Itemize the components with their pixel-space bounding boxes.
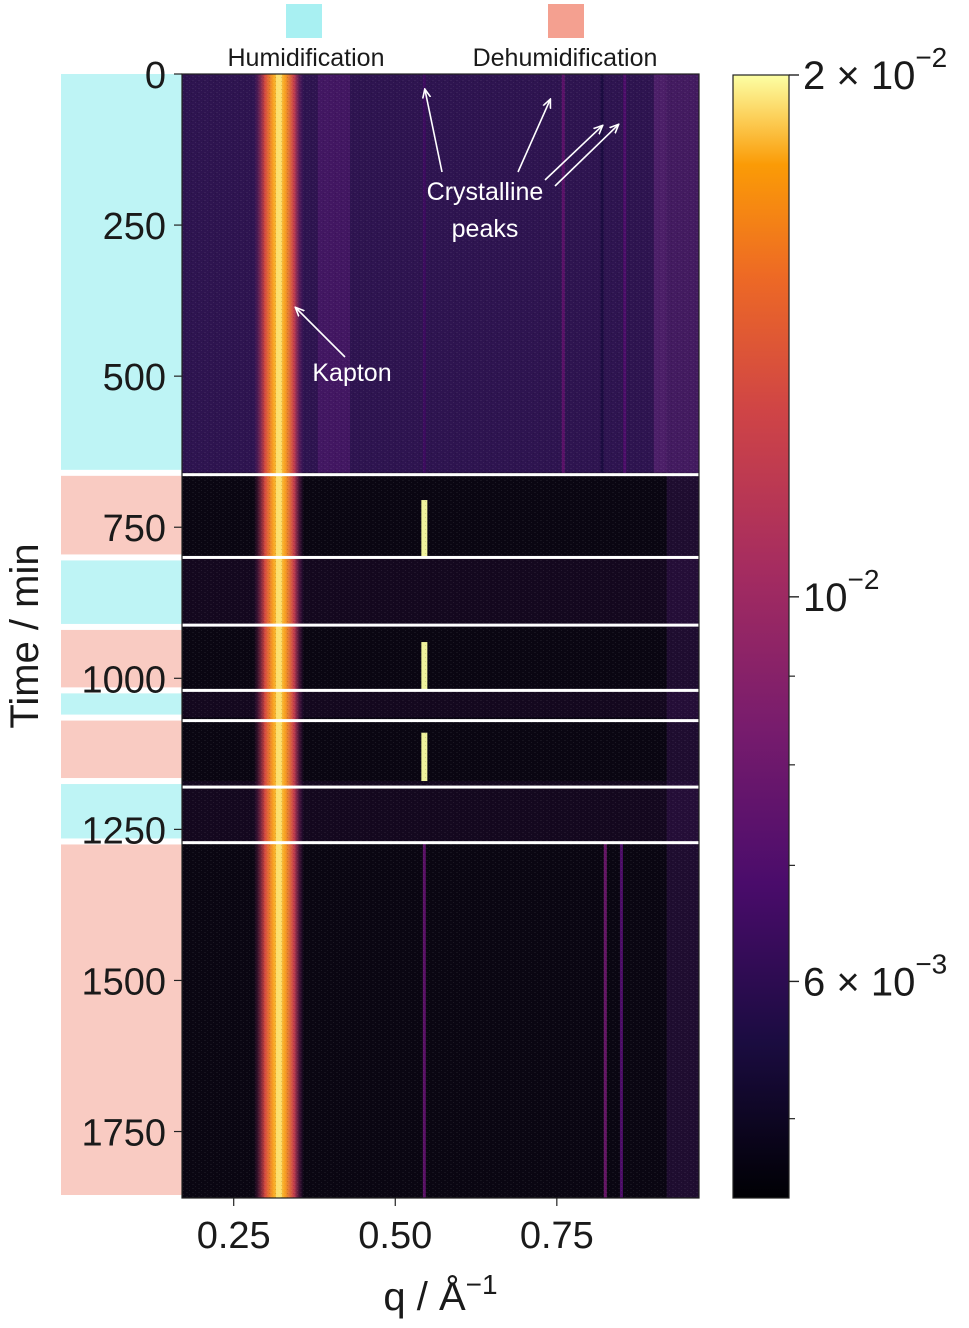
segment-boundary-line [182,841,699,845]
arrow-peak-2 [517,100,550,173]
legend-label-humidification: Humidification [227,44,384,72]
y-tick-label: 1750 [81,1113,166,1155]
y-tick-label: 750 [103,508,166,550]
legend-swatch-dehumidification [548,4,584,38]
colorbar-tick-label-base: 6 × 10 [803,960,915,1004]
y-tick-label: 250 [103,206,166,248]
axes: 0.25 0.50 0.75 0 250 500 750 1000 1250 1500 1750 q … [3,55,594,1319]
y-tick-label: 1500 [81,961,166,1003]
colorbar-tick-label-exponent: −3 [915,948,947,979]
y-tick-label: 500 [103,357,166,399]
x-axis-label-base: q / Å [383,1274,466,1319]
phase-band-humidification [61,693,182,715]
arrow-peak-4 [554,125,618,187]
colorbar-gradient [732,74,790,1199]
heatmap-plot [182,74,699,1198]
phase-band-humidification [61,74,182,470]
colorbar-tick-label: 2 × 10−2 [803,42,947,98]
segment-boundary-line [182,719,699,723]
y-tick-label: 1000 [81,659,166,701]
phase-band-humidification [61,784,182,839]
x-axis-label: q / Å−1 [383,1269,497,1319]
legend: Humidification Dehumidification [227,4,657,72]
arrow-kapton [296,308,346,358]
colorbar-tick-label-base: 2 × 10 [803,54,915,98]
x-tick-label: 0.50 [358,1215,432,1257]
segment-boundary-line [182,623,699,627]
phase-bands [61,74,182,1195]
annotations: Kapton Crystalline peaks [296,90,618,387]
colorbar-ticks: 2 × 10−210−26 × 10−3 [789,42,947,1120]
segment-boundary-line [182,688,699,692]
colorbar: 2 × 10−210−26 × 10−3 [732,42,947,1199]
noise-overlay [182,74,699,1198]
phase-band-dehumidification [61,629,182,688]
y-tick-label: 1250 [81,810,166,852]
arrow-peak-3 [544,126,602,181]
y-tick-label: 0 [145,55,166,97]
phase-band-dehumidification [61,844,182,1195]
x-tick-label: 0.25 [197,1215,271,1257]
colorbar-tick-label-base: 10 [803,576,848,620]
annotation-arrows [296,90,618,358]
arrow-peak-1 [425,90,443,173]
colorbar-tick-label-exponent: −2 [848,564,880,595]
y-axis-label: Time / min [3,543,47,728]
segment-boundaries [182,473,699,845]
colorbar-tick-label: 6 × 10−3 [803,948,947,1004]
x-tick-label: 0.75 [520,1215,594,1257]
annotation-peaks: peaks [452,215,519,243]
phase-band-humidification [61,560,182,624]
annotation-crystalline: Crystalline [427,178,544,206]
x-axis-label-exponent: −1 [466,1269,498,1300]
colorbar-tick-label: 10−2 [803,564,879,620]
segment-boundary-line [182,785,699,789]
segment-boundary-line [182,473,699,477]
annotation-kapton: Kapton [312,359,391,387]
colorbar-tick-label-exponent: −2 [915,42,947,73]
legend-swatch-humidification [286,4,322,38]
phase-band-dehumidification [61,475,182,555]
segment-boundary-line [182,555,699,559]
legend-label-dehumidification: Dehumidification [473,44,658,72]
phase-band-dehumidification [61,720,182,779]
plot-frame [181,73,700,1199]
